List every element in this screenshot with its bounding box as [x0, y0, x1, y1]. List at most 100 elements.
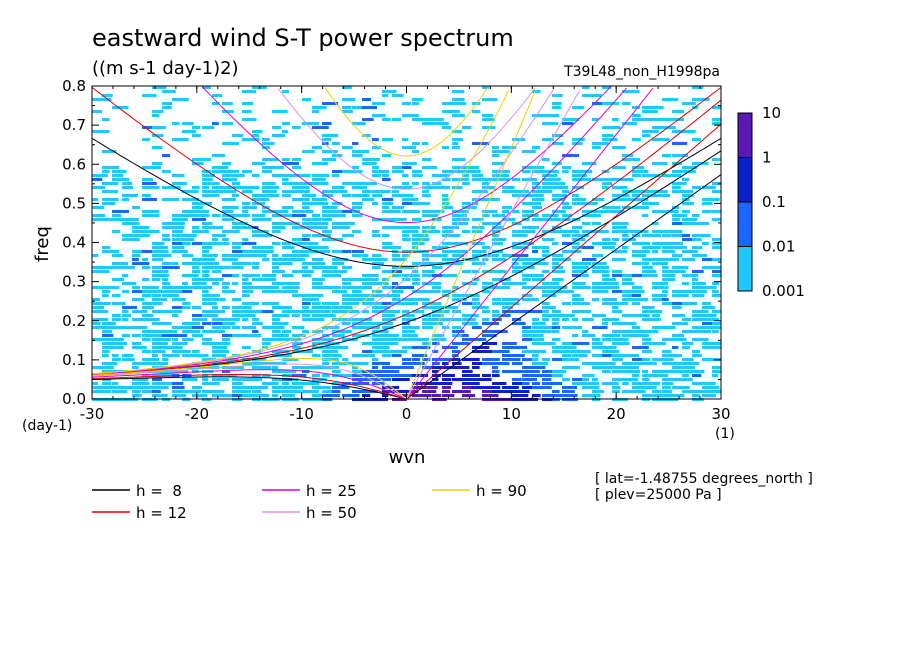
power-cell	[512, 266, 530, 269]
power-cell	[252, 134, 260, 137]
power-cell	[242, 274, 258, 277]
power-cell	[692, 246, 703, 249]
power-cell	[412, 174, 423, 177]
power-cell	[312, 394, 328, 397]
power-cell	[472, 346, 490, 349]
power-cell	[202, 178, 213, 181]
power-cell	[432, 394, 442, 397]
power-cell	[292, 210, 309, 213]
power-cell	[132, 378, 147, 381]
power-cell	[632, 378, 639, 381]
power-cell	[622, 90, 640, 93]
power-cell	[682, 390, 699, 393]
legend-label: h = 25	[306, 482, 357, 500]
power-cell	[312, 202, 324, 205]
power-cell	[402, 234, 410, 237]
power-cell	[252, 302, 259, 305]
power-cell	[302, 246, 313, 249]
power-cell	[152, 362, 169, 365]
power-cell	[392, 226, 405, 229]
power-cell	[522, 378, 537, 381]
power-cell	[482, 334, 497, 337]
power-cell	[322, 234, 331, 237]
power-cell	[312, 266, 325, 269]
power-cell	[212, 306, 219, 309]
power-cell	[572, 334, 579, 337]
power-cell	[352, 250, 364, 253]
power-cell	[572, 170, 587, 173]
power-cell	[242, 362, 260, 365]
power-cell	[452, 130, 463, 133]
power-cell	[292, 390, 302, 393]
power-cell	[422, 390, 437, 393]
power-cell	[372, 282, 389, 285]
power-cell	[542, 114, 560, 117]
power-cell	[302, 218, 312, 221]
power-cell	[552, 326, 561, 329]
power-cell	[372, 338, 387, 341]
power-cell	[642, 190, 656, 193]
power-cell	[282, 370, 297, 373]
power-cell	[402, 114, 419, 117]
power-cell	[302, 266, 309, 269]
power-cell	[322, 302, 340, 305]
power-cell	[212, 234, 227, 237]
power-cell	[452, 214, 467, 217]
power-cell	[172, 230, 184, 233]
power-cell	[152, 290, 169, 293]
power-cell	[662, 258, 678, 261]
power-cell	[432, 338, 447, 341]
power-cell	[612, 302, 629, 305]
power-cell	[632, 346, 649, 349]
dispersion-curve	[91, 376, 407, 400]
power-cell	[172, 122, 180, 125]
power-cell	[602, 382, 619, 385]
power-cell	[382, 218, 398, 221]
power-cell	[382, 338, 394, 341]
power-cell	[702, 330, 712, 333]
power-cell	[612, 310, 623, 313]
power-cell	[282, 274, 294, 277]
power-cell	[422, 186, 433, 189]
power-cell	[142, 186, 160, 189]
power-cell	[212, 226, 224, 229]
power-cell	[222, 162, 232, 165]
power-cell	[572, 106, 585, 109]
power-cell	[302, 210, 314, 213]
power-cell	[112, 218, 123, 221]
y-tick-label: 0.6	[62, 155, 86, 173]
power-cell	[422, 282, 437, 285]
power-cell	[602, 102, 620, 105]
colorbar-level-label: 1	[762, 149, 772, 167]
power-cell	[382, 354, 392, 357]
power-cell	[692, 350, 701, 353]
power-cell	[202, 226, 219, 229]
power-cell	[272, 334, 289, 337]
power-cell	[642, 246, 656, 249]
power-cell	[222, 286, 229, 289]
power-cell	[392, 290, 404, 293]
power-cell	[322, 274, 339, 277]
power-cell	[122, 218, 139, 221]
power-cell	[392, 258, 407, 261]
power-cell	[242, 278, 249, 281]
power-cell	[332, 170, 349, 173]
power-cell	[702, 266, 713, 269]
power-cell	[422, 366, 439, 369]
power-cell	[532, 326, 548, 329]
power-cell	[192, 266, 200, 269]
power-cell	[452, 102, 467, 105]
power-cell	[542, 158, 550, 161]
power-cell	[312, 318, 325, 321]
power-cell	[632, 298, 644, 301]
power-cell	[242, 242, 257, 245]
power-cell	[652, 390, 662, 393]
power-cell	[92, 306, 105, 309]
power-cell	[312, 386, 324, 389]
power-cell	[222, 254, 240, 257]
power-cell	[612, 166, 626, 169]
power-cell	[112, 174, 124, 177]
power-cell	[122, 318, 129, 321]
power-cell	[542, 138, 554, 141]
power-cell	[602, 370, 611, 373]
